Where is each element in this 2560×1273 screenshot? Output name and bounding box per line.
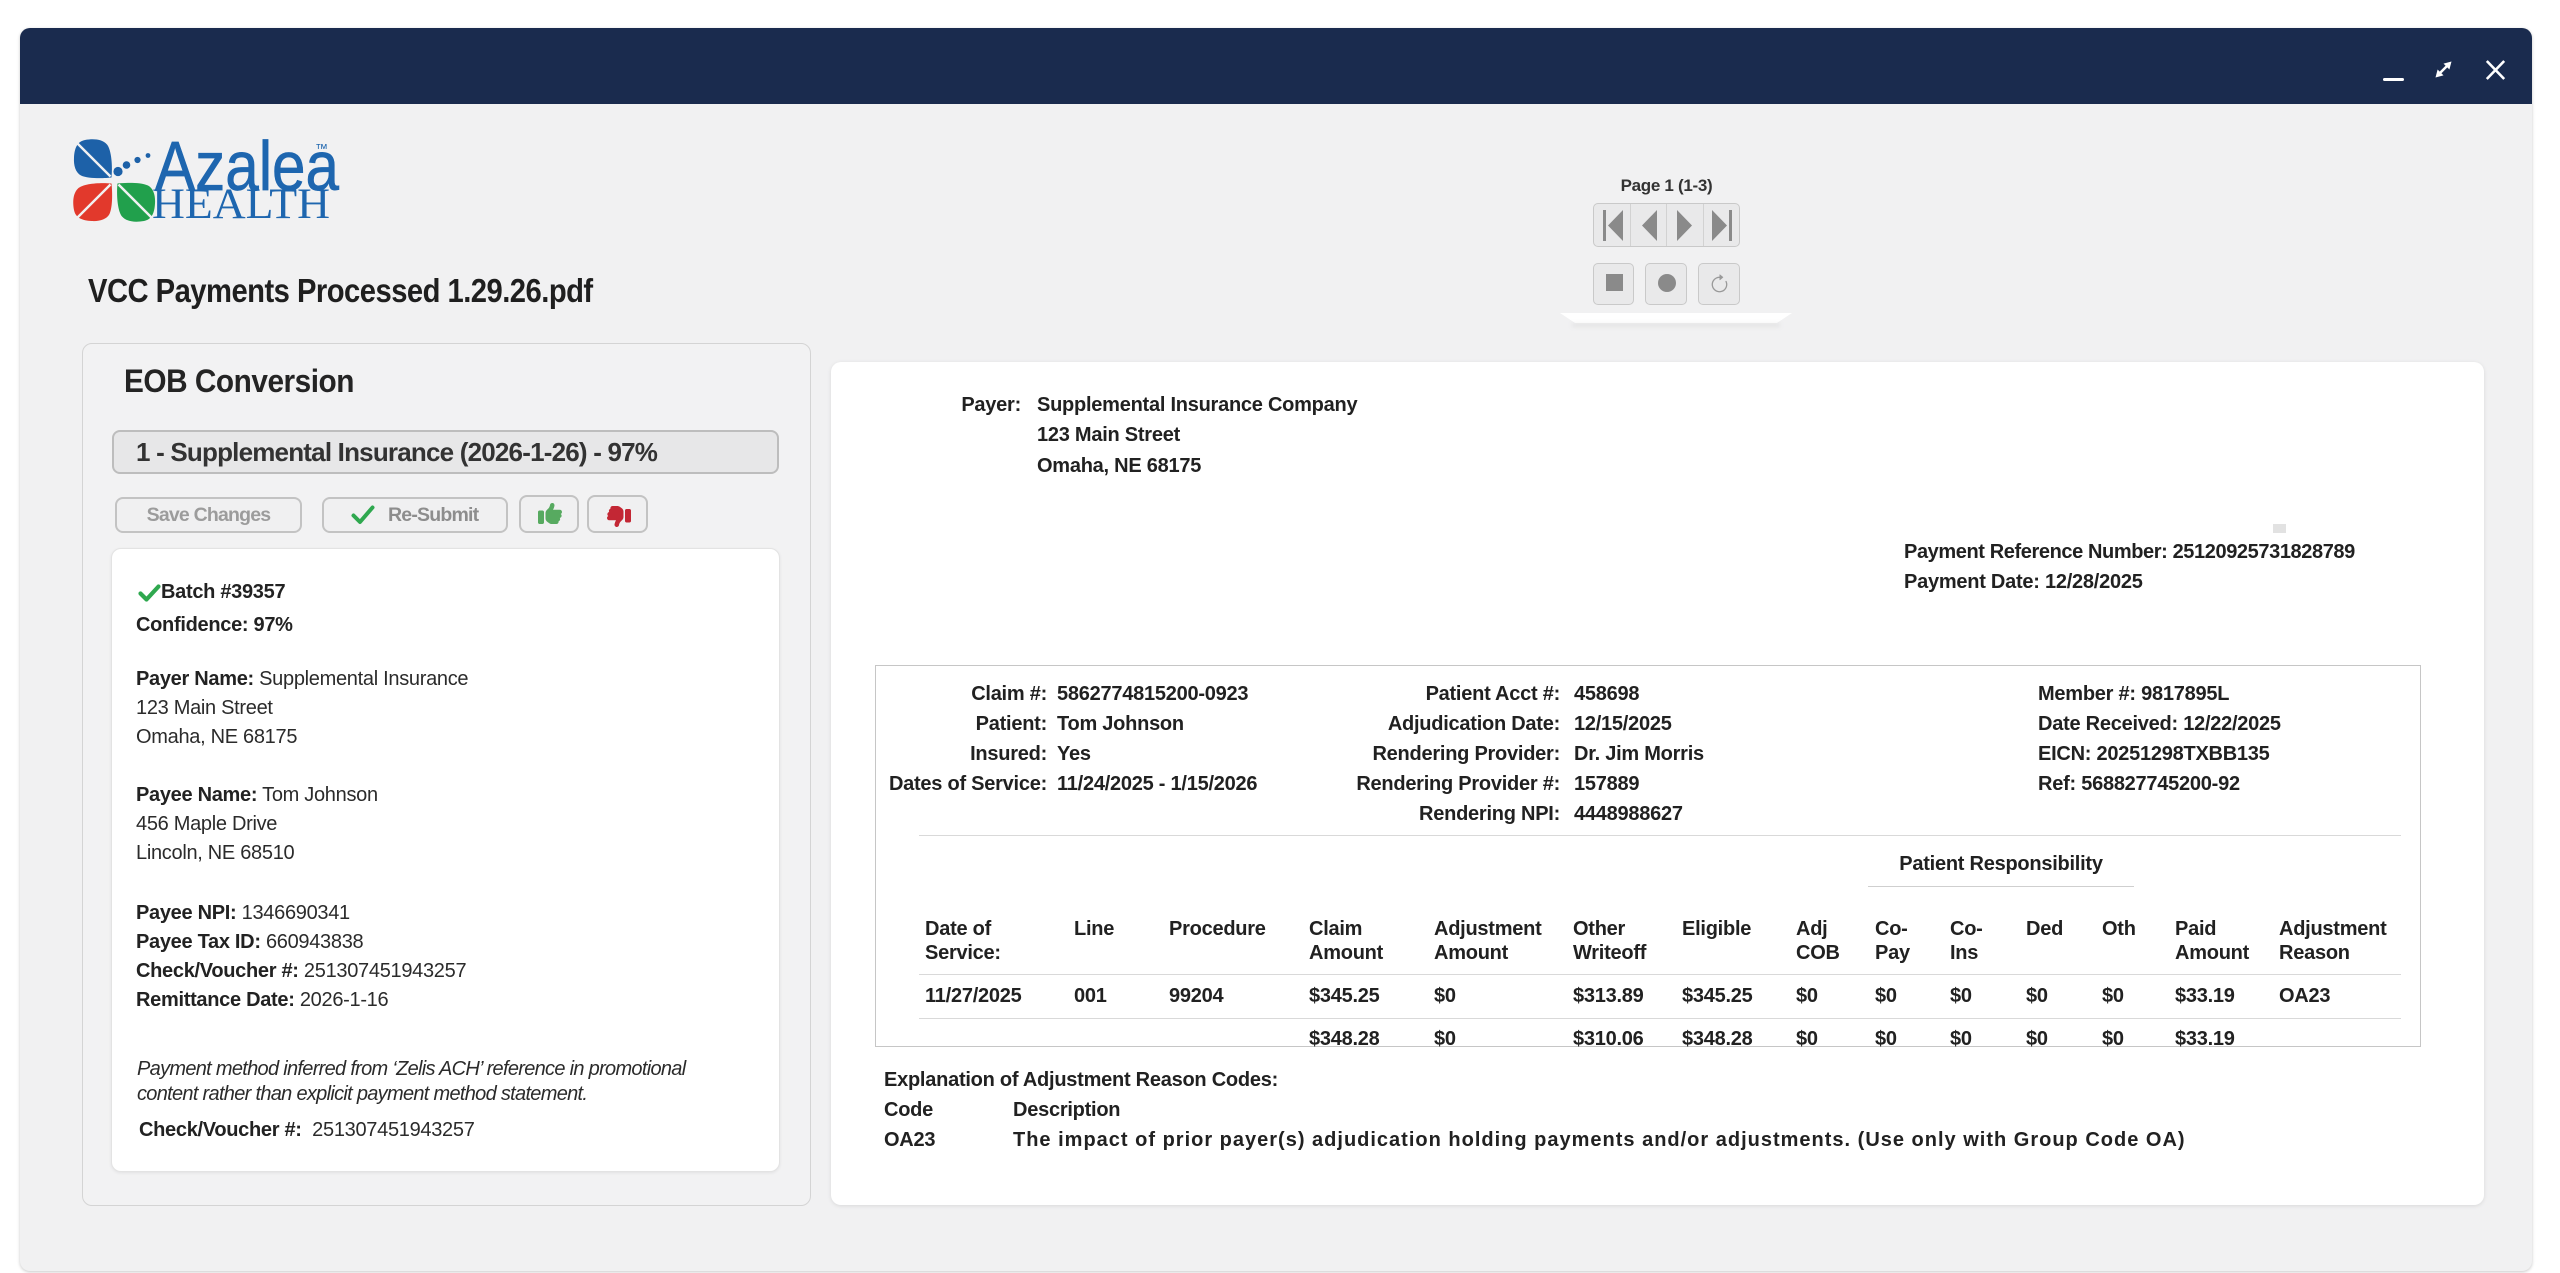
svg-text:™: ™	[315, 141, 328, 156]
svg-text:Azalea: Azalea	[155, 135, 339, 205]
svg-text:HEALTH: HEALTH	[152, 181, 330, 225]
